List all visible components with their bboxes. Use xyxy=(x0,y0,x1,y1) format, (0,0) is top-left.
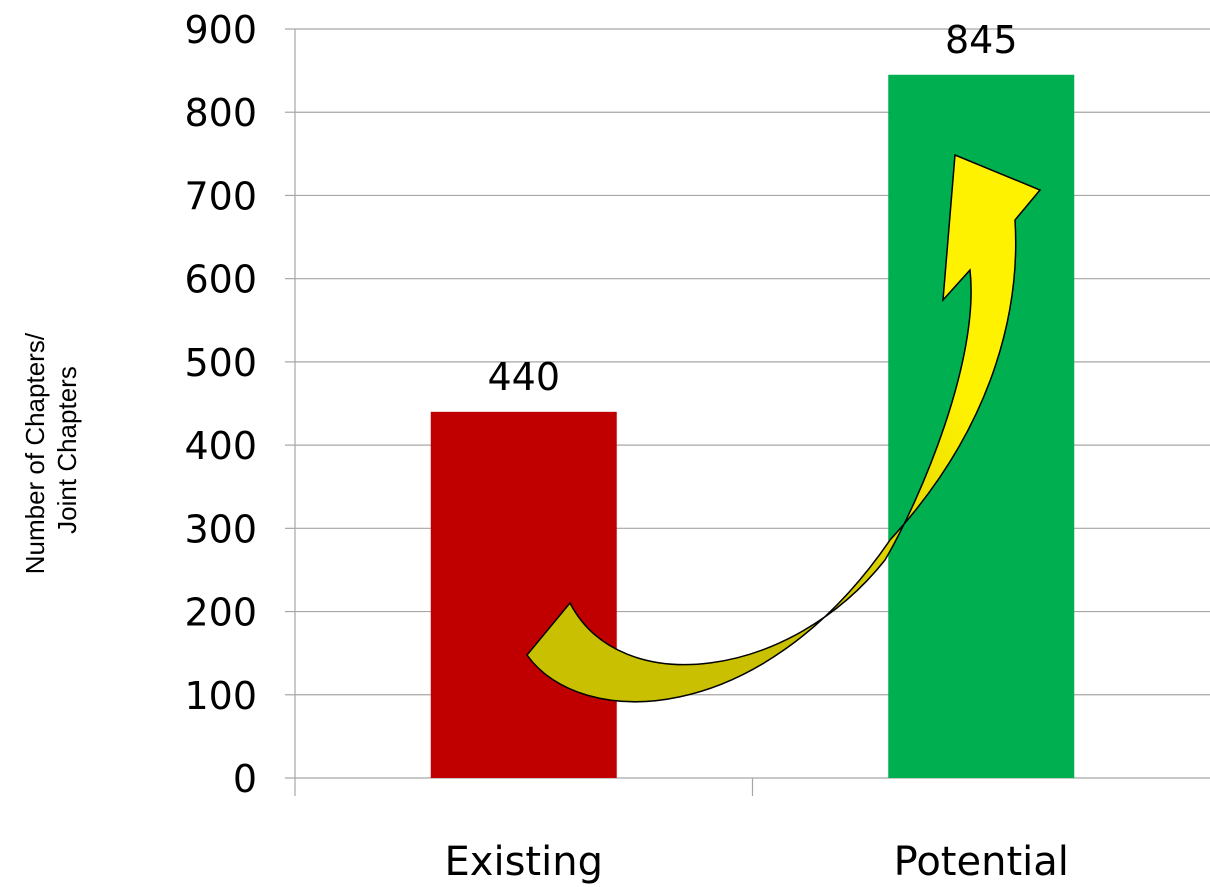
y-tick-label: 0 xyxy=(233,757,257,801)
data-label-potential: 845 xyxy=(945,18,1018,62)
data-labels: 440 845 xyxy=(487,18,1017,399)
data-label-existing: 440 xyxy=(487,355,560,399)
y-tick-label: 900 xyxy=(184,8,257,52)
y-axis-label-line-2: Joint Chapters xyxy=(52,366,82,534)
y-axis-label-line-1: Number of Chapters/ xyxy=(20,332,50,574)
y-tick-label: 700 xyxy=(184,174,257,218)
y-tick-label: 200 xyxy=(184,591,257,635)
x-tick-label-existing: Existing xyxy=(445,839,603,885)
curved-arrow-annotation xyxy=(526,153,1042,703)
x-tick-labels: Existing Potential xyxy=(445,839,1069,885)
y-tick-label: 800 xyxy=(184,91,257,135)
bar-existing xyxy=(430,411,617,778)
y-tick-label: 100 xyxy=(184,674,257,718)
x-tick-label-potential: Potential xyxy=(894,839,1069,885)
y-axis-label: Number of Chapters/ Joint Chapters xyxy=(20,326,82,575)
y-tick-label: 500 xyxy=(184,341,257,385)
y-tick-label: 600 xyxy=(184,258,257,302)
y-tick-labels: 0 100 200 300 400 500 600 700 800 900 xyxy=(184,8,257,801)
y-tick-label: 400 xyxy=(184,424,257,468)
y-tick-label: 300 xyxy=(184,507,257,551)
